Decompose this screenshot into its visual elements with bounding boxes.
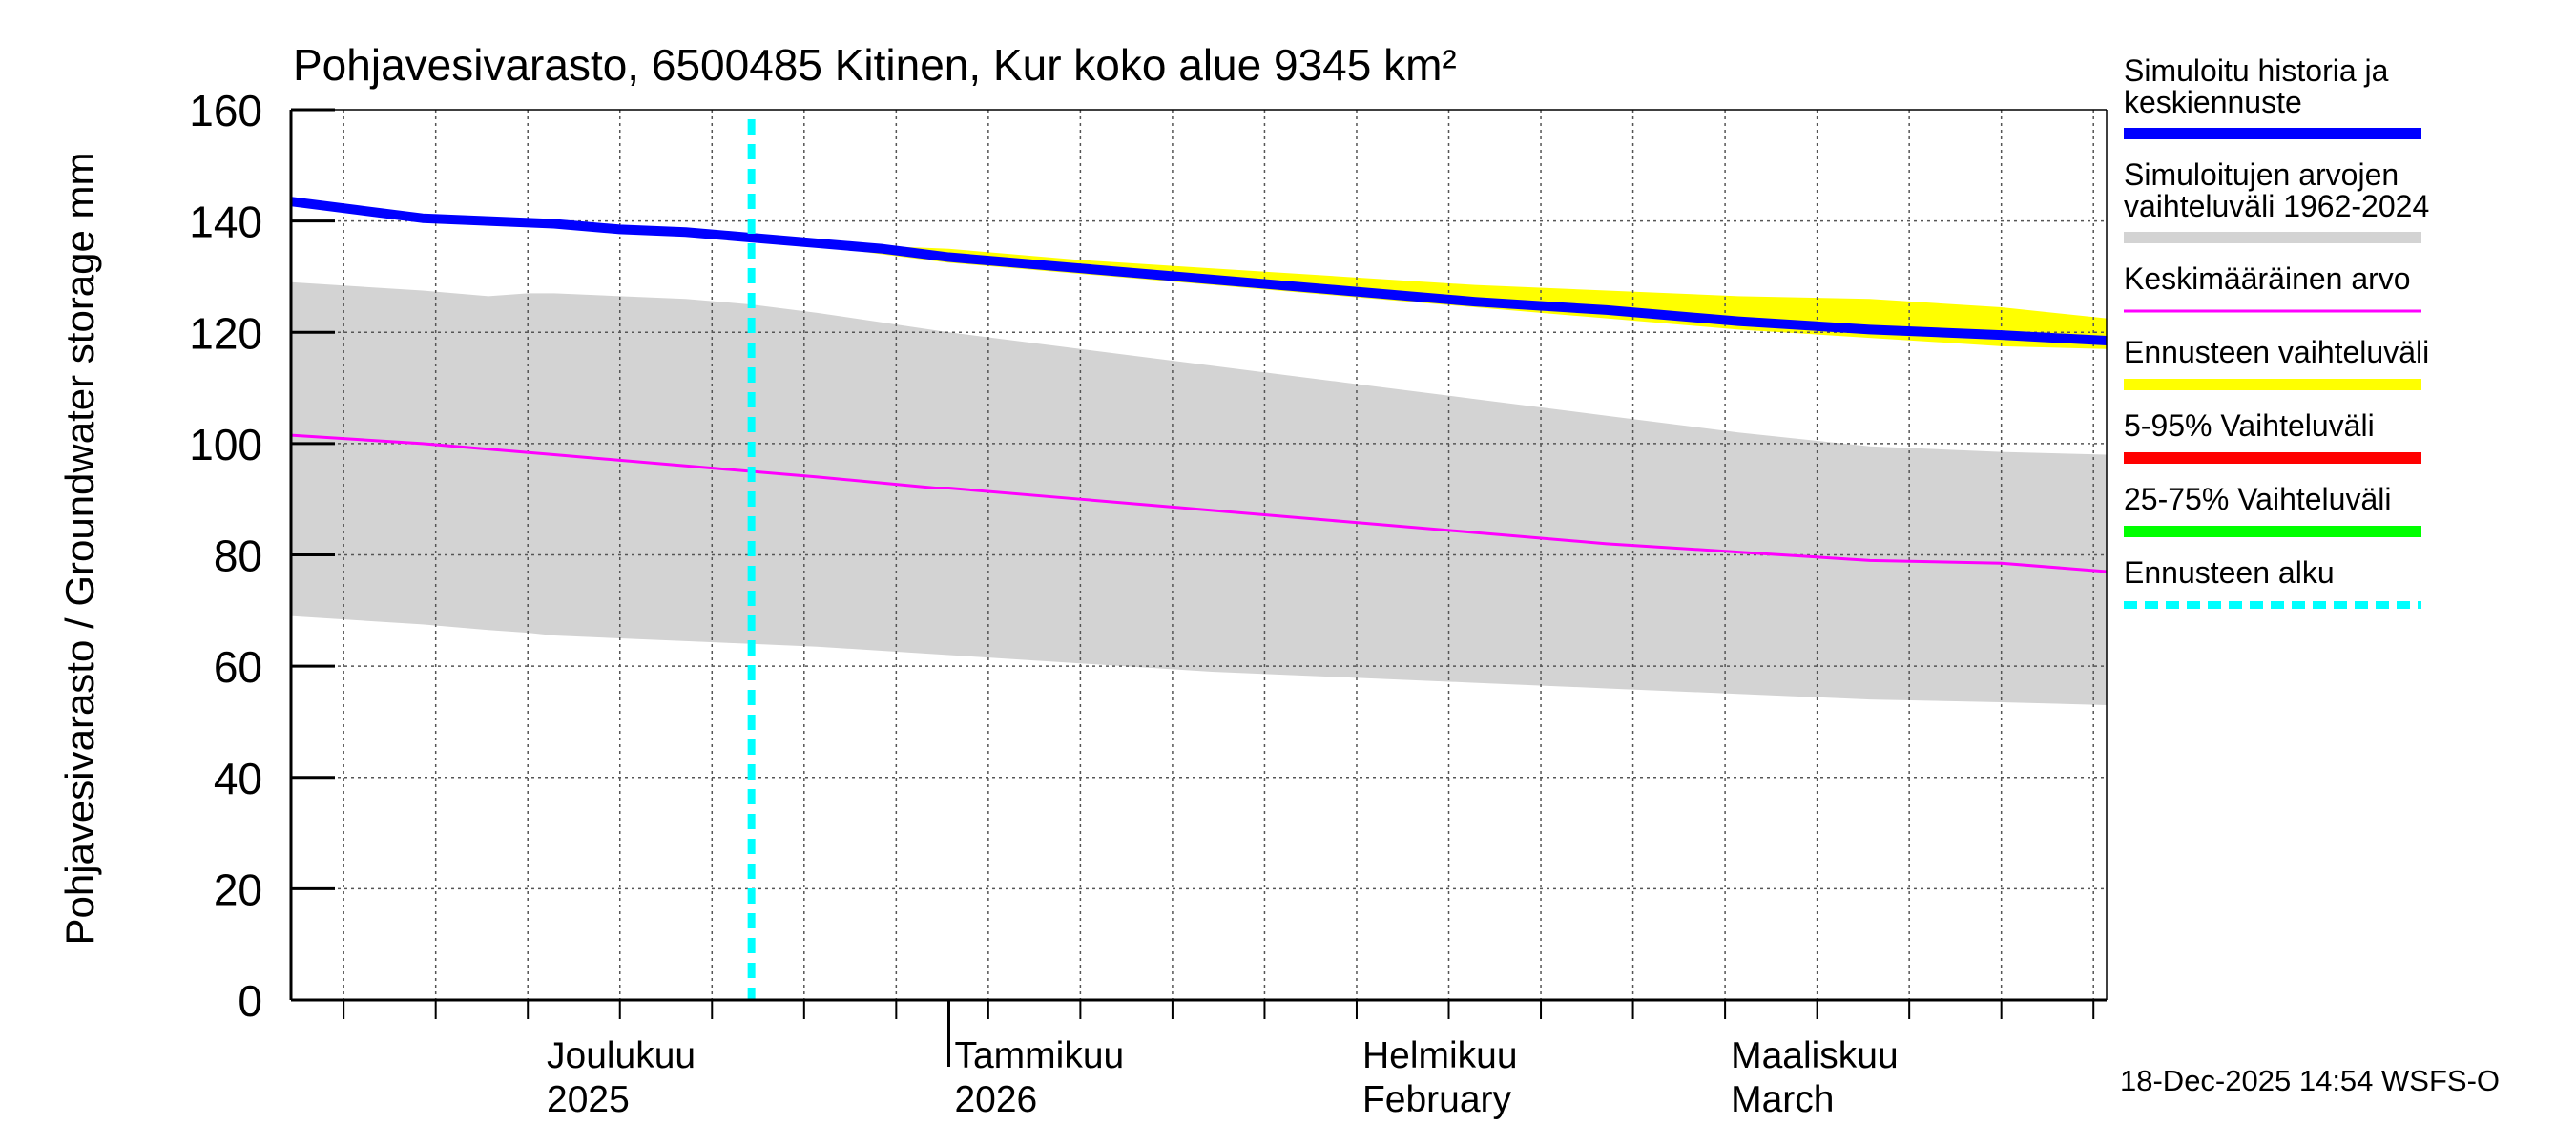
x-year-label: 2025 [547, 1079, 630, 1120]
legend-label: Ennusteen alku [2124, 555, 2335, 590]
y-tick-label: 160 [189, 86, 262, 135]
y-tick-label: 20 [214, 864, 262, 914]
series-line-0 [290, 433, 2108, 573]
y-tick-label: 100 [189, 420, 262, 469]
x-month-label: Joulukuu [547, 1035, 696, 1076]
legend-label: vaihteluväli 1962-2024 [2124, 189, 2429, 223]
y-tick-label: 40 [214, 754, 262, 803]
y-axis-label: Pohjavesivarasto / Groundwater storage m… [57, 152, 102, 945]
y-tick-label: 120 [189, 308, 262, 358]
x-month-label: Tammikuu [954, 1035, 1124, 1076]
y-tick-label: 80 [214, 531, 262, 581]
x-year-label: 2026 [954, 1079, 1037, 1120]
x-month-label: Maaliskuu [1731, 1035, 1899, 1076]
legend-label: Ennusteen vaihteluväli [2124, 335, 2429, 369]
x-month-label: Helmikuu [1362, 1035, 1518, 1076]
legend-label: Simuloitu historia ja [2124, 53, 2389, 88]
legend-label: 25-75% Vaihteluväli [2124, 482, 2391, 516]
x-year-label: March [1731, 1079, 1834, 1120]
legend-label: Keskimääräinen arvo [2124, 261, 2411, 296]
y-tick-label: 0 [238, 976, 262, 1026]
x-year-label: February [1362, 1079, 1512, 1120]
legend-label: keskiennuste [2124, 85, 2302, 119]
grid [291, 110, 2107, 1000]
timestamp-footer: 18-Dec-2025 14:54 WSFS-O [2120, 1064, 2500, 1097]
y-tick-label: 140 [189, 198, 262, 247]
y-tick-label: 60 [214, 642, 262, 692]
series-line-1 [290, 197, 2108, 345]
chart-title: Pohjavesivarasto, 6500485 Kitinen, Kur k… [293, 40, 1457, 90]
legend-label: 5-95% Vaihteluväli [2124, 408, 2375, 443]
band-0 [291, 281, 2107, 705]
legend-label: Simuloitujen arvojen [2124, 157, 2399, 192]
